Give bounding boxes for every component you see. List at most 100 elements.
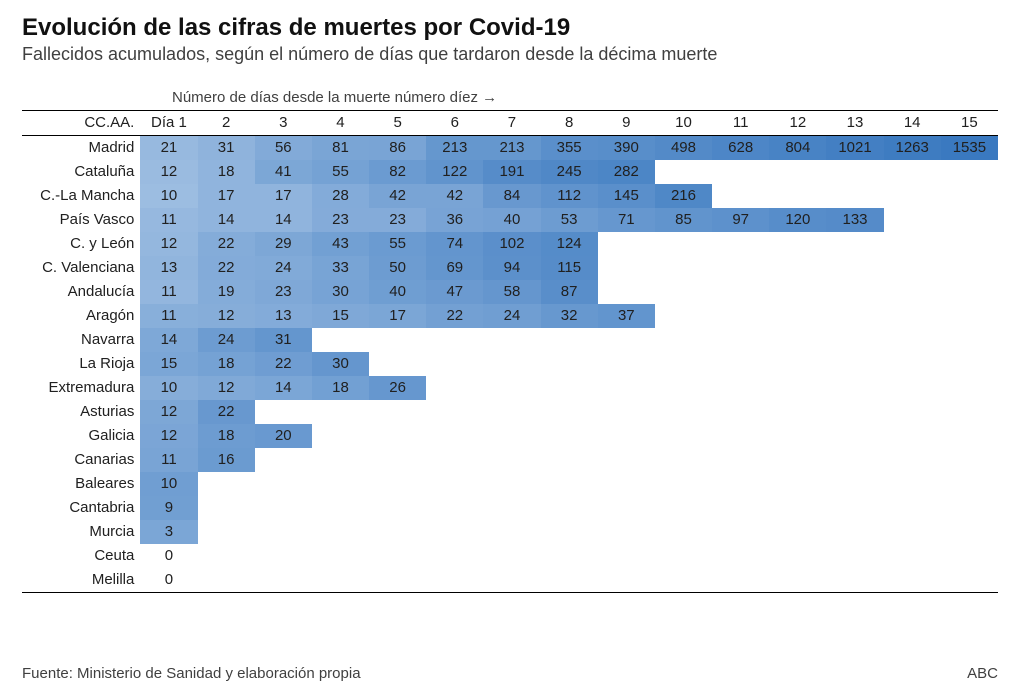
heat-cell: 12: [140, 160, 197, 184]
heat-cell: 42: [426, 184, 483, 208]
heat-cell: [483, 520, 540, 544]
heat-cell: [255, 400, 312, 424]
heat-cell: 0: [140, 544, 197, 568]
row-header: Andalucía: [22, 280, 140, 304]
heat-cell: [826, 256, 883, 280]
table-row: La Rioja15182230: [22, 352, 998, 376]
heat-cell: [426, 400, 483, 424]
heat-cell: [884, 400, 941, 424]
heat-cell: [312, 472, 369, 496]
heat-cell: 0: [140, 568, 197, 593]
heat-cell: [369, 424, 426, 448]
heat-cell: [655, 160, 712, 184]
heat-cell: [884, 160, 941, 184]
heat-cell: 124: [541, 232, 598, 256]
heat-cell: [483, 352, 540, 376]
heat-cell: 32: [541, 304, 598, 328]
heat-cell: [769, 256, 826, 280]
heat-cell: [598, 544, 655, 568]
heat-cell: 22: [255, 352, 312, 376]
heat-cell: [941, 496, 998, 520]
heat-cell: 390: [598, 136, 655, 161]
heat-cell: 71: [598, 208, 655, 232]
heat-cell: [884, 472, 941, 496]
footer-source: Fuente: Ministerio de Sanidad y elaborac…: [22, 665, 361, 682]
heat-cell: 10: [140, 472, 197, 496]
heat-cell: 81: [312, 136, 369, 161]
heat-cell: 12: [140, 400, 197, 424]
heat-cell: 12: [140, 232, 197, 256]
table-row: Melilla0: [22, 568, 998, 593]
heat-cell: [426, 568, 483, 593]
row-header: Cataluña: [22, 160, 140, 184]
row-header: Canarias: [22, 448, 140, 472]
heat-cell: [426, 520, 483, 544]
heat-cell: [255, 544, 312, 568]
heat-cell: 1263: [884, 136, 941, 161]
heat-cell: 145: [598, 184, 655, 208]
heat-cell: [941, 280, 998, 304]
heat-cell: [884, 520, 941, 544]
heat-cell: 628: [712, 136, 769, 161]
heat-cell: [598, 496, 655, 520]
row-header: Murcia: [22, 520, 140, 544]
heat-cell: 53: [541, 208, 598, 232]
heat-cell: [483, 544, 540, 568]
heat-cell: [541, 568, 598, 593]
heat-cell: [941, 328, 998, 352]
heat-cell: 282: [598, 160, 655, 184]
heat-cell: [655, 304, 712, 328]
heat-cell: [655, 352, 712, 376]
heat-cell: 31: [198, 136, 255, 161]
heat-cell: [769, 544, 826, 568]
heat-cell: [655, 472, 712, 496]
heat-cell: [884, 304, 941, 328]
heat-cell: [369, 496, 426, 520]
heat-cell: [769, 424, 826, 448]
heat-cell: 24: [483, 304, 540, 328]
heat-cell: [541, 520, 598, 544]
table-row: Baleares10: [22, 472, 998, 496]
chart-footer: Fuente: Ministerio de Sanidad y elaborac…: [22, 665, 998, 682]
heat-cell: [712, 352, 769, 376]
heat-cell: [426, 496, 483, 520]
heat-cell: [426, 376, 483, 400]
heat-cell: [941, 160, 998, 184]
heat-cell: 74: [426, 232, 483, 256]
heat-cell: 56: [255, 136, 312, 161]
heat-cell: [826, 448, 883, 472]
chart-container: Evolución de las cifras de muertes por C…: [0, 0, 1020, 700]
heat-cell: [884, 328, 941, 352]
heat-cell: [712, 400, 769, 424]
row-header: Ceuta: [22, 544, 140, 568]
table-body: Madrid2131568186213213355390498628804102…: [22, 136, 998, 593]
heat-cell: [655, 448, 712, 472]
heat-cell: 11: [140, 304, 197, 328]
heat-cell: [655, 232, 712, 256]
heat-cell: [826, 280, 883, 304]
heat-cell: 133: [826, 208, 883, 232]
heat-cell: 18: [312, 376, 369, 400]
heat-cell: 216: [655, 184, 712, 208]
heat-cell: [712, 496, 769, 520]
table-row: Galicia121820: [22, 424, 998, 448]
heat-cell: [598, 400, 655, 424]
heat-cell: [598, 352, 655, 376]
heat-cell: [198, 472, 255, 496]
table-row: Madrid2131568186213213355390498628804102…: [22, 136, 998, 161]
heat-cell: [426, 424, 483, 448]
heat-cell: [426, 544, 483, 568]
heat-cell: [769, 232, 826, 256]
day-header: 8: [541, 111, 598, 136]
heat-cell: 40: [483, 208, 540, 232]
heat-cell: [826, 400, 883, 424]
heat-cell: 213: [483, 136, 540, 161]
table-row: País Vasco1114142323364053718597120133: [22, 208, 998, 232]
heat-cell: 13: [140, 256, 197, 280]
table-row: Aragón111213151722243237: [22, 304, 998, 328]
heat-cell: 11: [140, 448, 197, 472]
row-header: Cantabria: [22, 496, 140, 520]
heat-cell: [369, 472, 426, 496]
row-header: Asturias: [22, 400, 140, 424]
heat-cell: [655, 256, 712, 280]
